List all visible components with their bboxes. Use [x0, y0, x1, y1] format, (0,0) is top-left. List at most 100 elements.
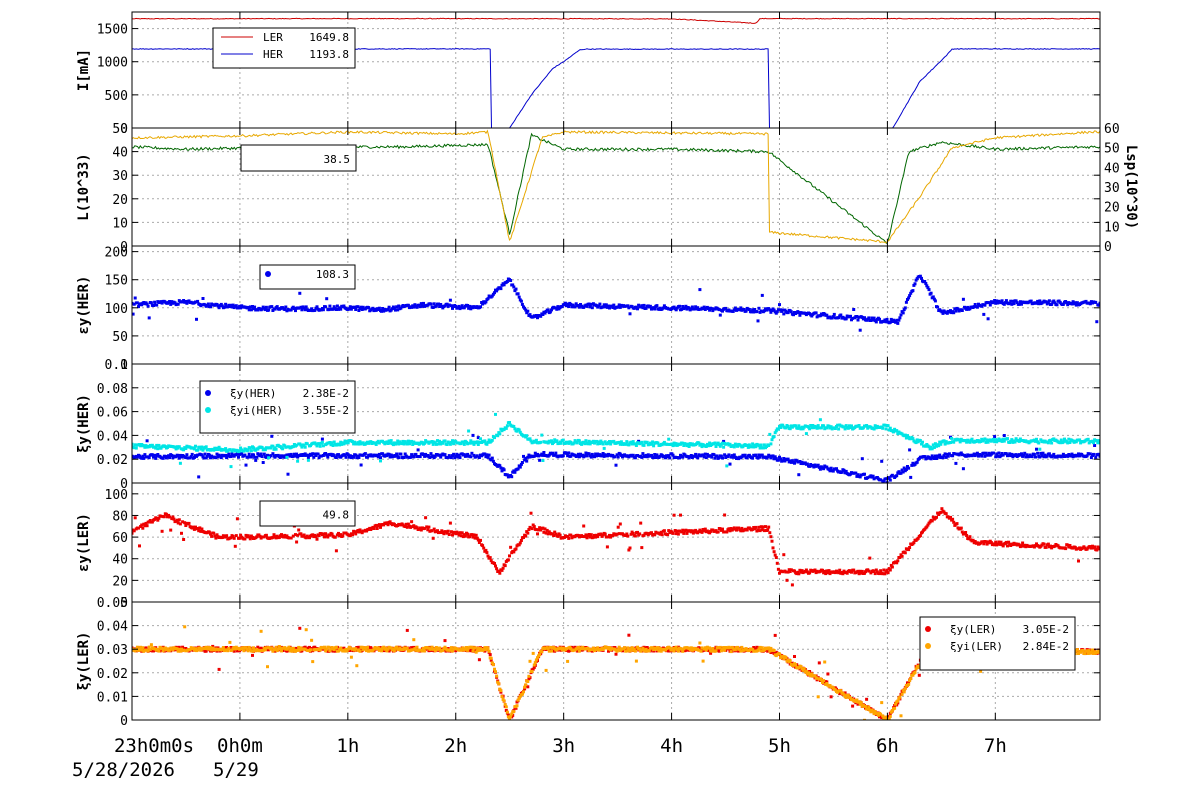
- series--yi-her--point: [194, 444, 197, 448]
- series--yi-her--point: [321, 444, 325, 448]
- series--y-her--point: [1094, 455, 1098, 459]
- series--yi-her--point: [652, 444, 656, 448]
- series--y-ler--point: [415, 526, 419, 530]
- series--yi-her--point: [762, 443, 766, 447]
- series--y-ler--point: [667, 529, 671, 533]
- series--y-her--point: [915, 460, 919, 464]
- series--y-her--point: [890, 473, 894, 477]
- series--yi-her--point: [1063, 437, 1066, 441]
- series--yi-ler--point: [246, 649, 250, 653]
- series--yi-her--point: [317, 442, 321, 446]
- series--y-her--point: [871, 474, 875, 478]
- series--y-ler--point: [446, 529, 450, 533]
- series--y-ler--point: [874, 568, 878, 572]
- series-main-point: [739, 306, 743, 310]
- series--y-ler--point: [790, 583, 794, 587]
- series-main-point: [386, 308, 390, 312]
- series--y-her--point: [944, 455, 948, 459]
- series--yi-her--point: [266, 446, 269, 450]
- series--yi-her--point: [468, 441, 472, 445]
- series--yi-her--point: [1010, 438, 1014, 442]
- series--y-her--point: [489, 458, 493, 462]
- series--y-her--point: [471, 433, 475, 437]
- series--yi-her--point: [528, 437, 532, 441]
- series--y-ler--point: [194, 525, 197, 529]
- series--y-her--point: [291, 454, 295, 458]
- series-main-point: [469, 307, 473, 311]
- series--y-ler--point: [1053, 544, 1057, 548]
- series--y-ler--point: [256, 645, 260, 649]
- series--yi-her--point: [377, 441, 381, 445]
- series--y-ler--point: [351, 533, 354, 537]
- series--y-ler--point: [1068, 544, 1072, 547]
- data-area: [132, 274, 1100, 332]
- series--y-ler--point: [168, 515, 172, 519]
- series--y-her--point: [783, 459, 787, 463]
- series--yi-her--point: [935, 444, 938, 448]
- series-main-point: [206, 302, 210, 306]
- series--y-ler--point: [709, 651, 713, 655]
- series-main-point: [901, 311, 905, 315]
- series--y-her--point: [992, 451, 995, 455]
- series--y-ler--point: [489, 658, 493, 662]
- series--y-her--point: [650, 453, 653, 457]
- series--y-ler--point: [311, 533, 315, 537]
- series--y-her--point: [167, 454, 171, 458]
- series--y-ler--point: [556, 534, 560, 538]
- y-tick-label: 20: [112, 193, 128, 208]
- series-main-point: [857, 315, 861, 319]
- series--yi-her--point: [949, 441, 952, 444]
- series-main-point: [685, 307, 689, 311]
- series--y-ler--point: [248, 537, 252, 541]
- series--y-ler--point: [264, 533, 268, 537]
- series--yi-her--point: [462, 442, 466, 446]
- series-main-point: [786, 311, 790, 315]
- series--yi-her--point: [746, 445, 750, 449]
- series--y-ler--point: [537, 528, 541, 532]
- series--y-ler--point: [157, 516, 161, 520]
- series-main-point: [1053, 301, 1057, 305]
- legend-name: ξy(HER): [230, 387, 276, 400]
- series-main-point: [896, 321, 900, 325]
- series-main-point: [380, 309, 383, 313]
- series--yi-her--point: [1049, 438, 1052, 442]
- series-main-point: [283, 308, 287, 311]
- series--y-her--point: [1093, 444, 1097, 447]
- series--yi-her--point: [619, 440, 623, 444]
- series--y-her--point: [343, 453, 347, 457]
- series-main-point: [648, 304, 652, 308]
- series--y-her--point: [776, 458, 780, 462]
- series--y-ler--point: [497, 569, 501, 573]
- series--y-her--point: [273, 455, 277, 459]
- series--yi-her--point: [513, 427, 517, 431]
- series--y-ler--point: [180, 531, 183, 535]
- series--yi-her--point: [642, 443, 646, 447]
- series--yi-ler--point: [318, 648, 322, 652]
- series--y-her--point: [252, 453, 255, 457]
- series--yi-her--point: [173, 445, 177, 449]
- series-main-point: [869, 319, 873, 322]
- series--y-her--point: [485, 453, 489, 457]
- series--y-her--point: [822, 467, 826, 471]
- series--yi-her--point: [386, 442, 390, 445]
- series-main-point: [687, 306, 691, 310]
- series-main-point: [550, 308, 553, 312]
- legend-value: 1649.8: [309, 31, 349, 44]
- series--y-ler--point: [939, 510, 943, 514]
- series--y-ler--point: [1001, 544, 1005, 548]
- series--yi-her--point: [1013, 440, 1017, 444]
- series--y-ler--point: [585, 536, 589, 540]
- series--y-ler--point: [757, 525, 761, 529]
- series--yi-her--point: [498, 432, 502, 436]
- series--y-ler--point: [737, 526, 741, 530]
- series-main-point: [1066, 303, 1070, 307]
- series--y-her--point: [254, 458, 258, 462]
- series-main-point: [597, 304, 601, 308]
- series-main-point: [731, 309, 735, 313]
- series--y-ler--point: [1017, 543, 1021, 547]
- series--y-her--point: [997, 451, 1001, 455]
- series-main-point: [297, 306, 301, 310]
- series--yi-her--point: [753, 443, 757, 447]
- series-main-point: [768, 308, 772, 312]
